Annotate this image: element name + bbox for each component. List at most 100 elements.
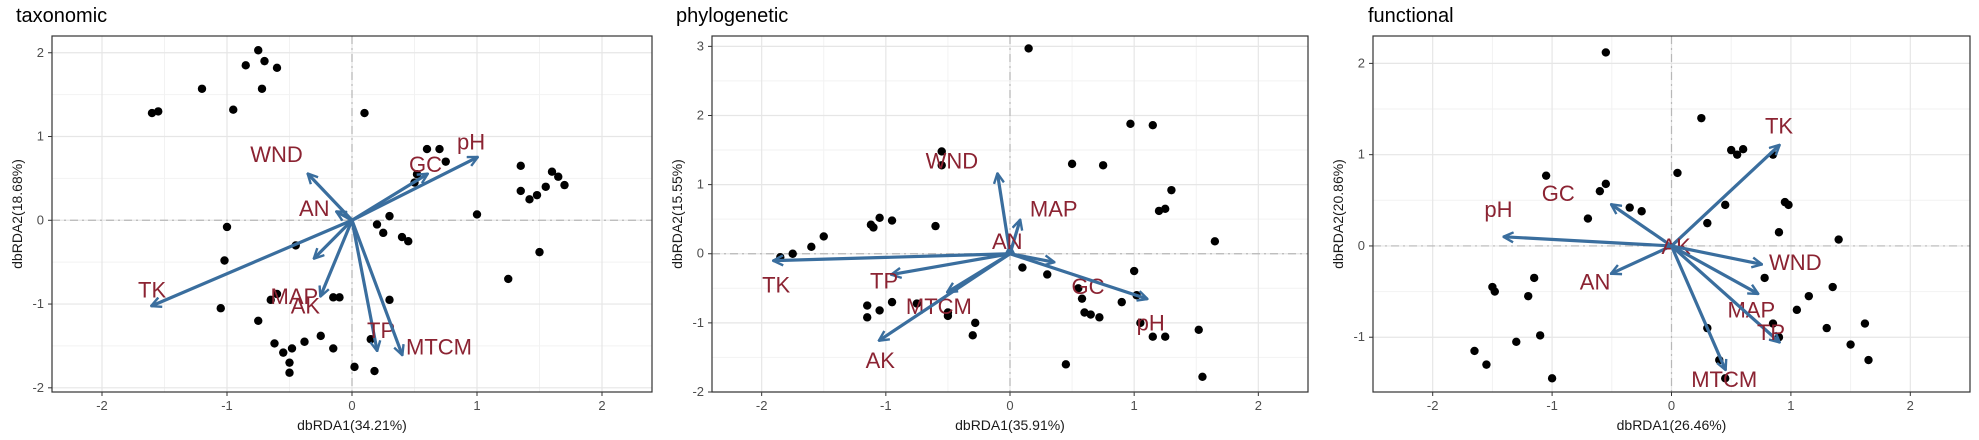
site-point xyxy=(1804,291,1814,301)
x-tick-label: 2 xyxy=(1255,398,1262,413)
x-tick-label: -2 xyxy=(1427,398,1439,413)
env-vector-label: pH xyxy=(1137,311,1165,336)
env-vector-label: MAP xyxy=(271,284,319,309)
site-point xyxy=(1117,297,1126,307)
site-point xyxy=(472,210,482,219)
site-point xyxy=(1024,44,1033,53)
x-tick-label: 1 xyxy=(473,398,480,413)
site-point xyxy=(554,172,563,181)
env-vector-arrow xyxy=(1669,244,1758,293)
env-vector-label: AN xyxy=(992,229,1023,254)
site-point xyxy=(360,108,369,118)
env-vector-label: WND xyxy=(926,148,979,173)
site-point xyxy=(863,313,872,322)
env-vector-label: TP xyxy=(1757,320,1785,345)
site-point xyxy=(279,348,288,357)
site-point xyxy=(316,331,325,341)
site-point xyxy=(422,144,432,154)
env-vector-arrow xyxy=(1612,205,1674,248)
env-vector-label: MTCM xyxy=(1691,367,1757,392)
panel-title: phylogenetic xyxy=(676,5,788,27)
site-point xyxy=(379,228,388,238)
site-point xyxy=(866,220,876,229)
env-vector-arrow xyxy=(1669,244,1762,264)
site-point xyxy=(912,299,922,308)
env-vector-label: TK xyxy=(1765,114,1793,139)
site-point xyxy=(1697,113,1706,123)
site-point xyxy=(887,216,897,225)
site-point xyxy=(287,344,297,353)
x-axis-title: dbRDA1(34.21%) xyxy=(297,417,407,433)
site-point xyxy=(372,220,382,229)
site-point xyxy=(1721,374,1730,383)
site-point xyxy=(1512,337,1521,346)
site-point xyxy=(1077,294,1087,303)
site-point xyxy=(560,180,569,190)
site-point xyxy=(272,289,282,299)
site-point xyxy=(875,306,884,315)
env-vector-arrow xyxy=(350,218,402,354)
site-point xyxy=(329,344,338,353)
site-point xyxy=(1822,323,1831,333)
site-point xyxy=(300,337,309,346)
panel-border xyxy=(1372,35,1971,393)
env-vector-arrow xyxy=(998,174,1012,256)
site-point xyxy=(1490,287,1499,296)
site-point xyxy=(270,339,279,348)
site-point xyxy=(1148,332,1157,341)
env-vector-label: AK xyxy=(291,294,321,319)
y-tick-label: -2 xyxy=(692,384,704,399)
site-point xyxy=(1524,291,1533,301)
y-tick-label: 1 xyxy=(1358,147,1365,162)
site-point xyxy=(241,61,250,70)
x-axis-title: dbRDA1(26.46%) xyxy=(1617,417,1727,433)
site-point xyxy=(1864,355,1873,365)
y-tick-label: 0 xyxy=(697,246,704,261)
env-vector-label: TK xyxy=(762,273,790,298)
env-vector-label: MTCM xyxy=(406,334,472,359)
site-point xyxy=(1541,171,1551,180)
site-point xyxy=(220,256,229,265)
site-point xyxy=(937,161,946,170)
site-point xyxy=(329,293,338,302)
env-vector-label: GC xyxy=(1542,181,1575,206)
site-point xyxy=(1470,346,1479,356)
site-point xyxy=(532,190,542,200)
site-point xyxy=(516,186,525,196)
site-point xyxy=(1792,305,1802,315)
env-vector-label: TP xyxy=(870,268,898,293)
site-point xyxy=(1018,263,1027,272)
env-vector-arrow xyxy=(880,252,1012,340)
site-point xyxy=(441,157,450,166)
x-tick-label: 1 xyxy=(1787,398,1794,413)
site-point xyxy=(435,144,444,154)
site-point xyxy=(1043,270,1052,279)
site-point xyxy=(931,221,940,231)
site-point xyxy=(1834,235,1843,244)
site-point xyxy=(1828,282,1837,292)
site-point xyxy=(285,358,294,367)
env-vector-label: pH xyxy=(1484,197,1512,222)
env-vector-arrow xyxy=(350,218,377,350)
x-tick-label: -2 xyxy=(96,398,108,413)
env-vector-label: AN xyxy=(299,196,330,221)
site-point xyxy=(1601,179,1611,189)
env-vector-label: WND xyxy=(250,142,303,167)
site-point xyxy=(1535,331,1545,340)
env-vector-label: AK xyxy=(866,348,896,373)
site-point xyxy=(272,63,282,73)
env-vector-label: GC xyxy=(409,152,442,177)
site-point xyxy=(216,304,225,313)
x-tick-label: 0 xyxy=(1668,398,1675,413)
x-tick-label: -2 xyxy=(756,398,768,413)
site-point xyxy=(1774,228,1784,237)
site-point xyxy=(516,161,525,171)
site-point xyxy=(943,308,953,317)
y-tick-label: -2 xyxy=(32,380,44,395)
site-point xyxy=(1074,284,1083,293)
site-point xyxy=(404,237,413,246)
site-point xyxy=(222,222,232,232)
site-point xyxy=(504,274,513,284)
site-point xyxy=(807,242,816,252)
panel-phylogenetic: phylogenetic-2 -1 0 1 2-2-10123WNDMAPANGCpHT… xyxy=(669,5,1309,433)
